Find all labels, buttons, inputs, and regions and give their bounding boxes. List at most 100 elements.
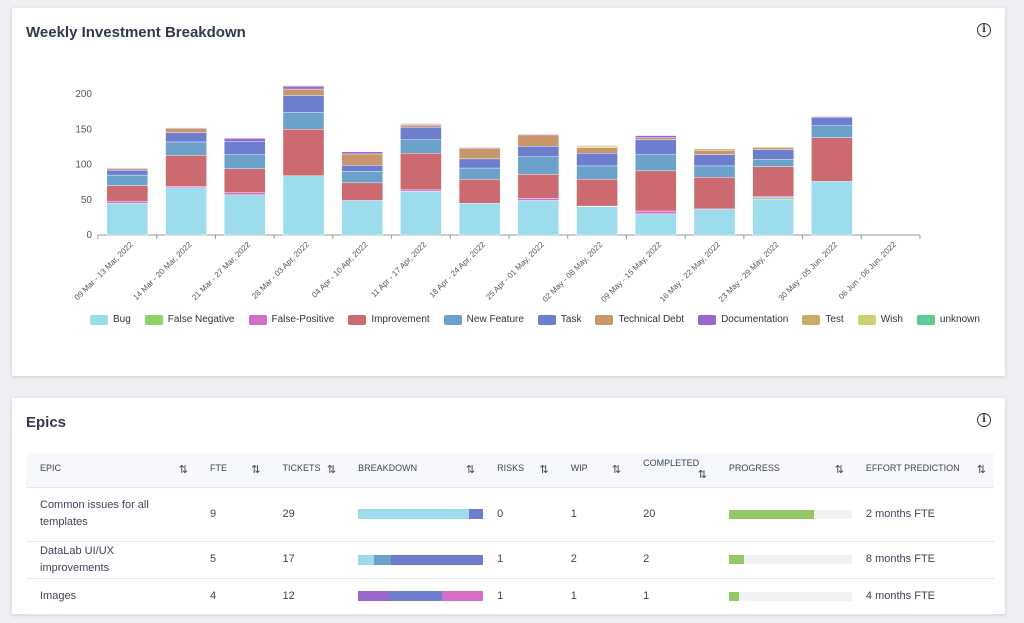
bar-segment-wish <box>576 145 618 148</box>
info-icon[interactable]: i <box>977 23 991 37</box>
bar-segment-documentation <box>106 167 149 169</box>
column-header[interactable]: FTE ⇅ <box>196 453 269 488</box>
bar-segment-bug <box>106 203 149 236</box>
column-header[interactable]: PROGRESS ⇅ <box>714 453 852 488</box>
bar-segment-task <box>165 132 207 143</box>
bar-segment-new-feature <box>341 171 383 184</box>
bar-segment-false-positive <box>517 198 560 201</box>
legend-item[interactable]: Technical Debt <box>595 314 684 325</box>
sort-icon[interactable]: ⇅ <box>251 464 261 477</box>
column-label: COMPLETED <box>643 458 700 469</box>
bar-segment-bug <box>224 194 266 236</box>
column-header[interactable]: WIP ⇅ <box>556 453 630 488</box>
table-row[interactable]: Common issues for all templates 9 29 0 1 20 2 … <box>26 487 994 542</box>
column-header[interactable]: EPIC ⇅ <box>26 453 196 488</box>
bar-segment-technical-debt <box>400 124 442 128</box>
column-label: WIP <box>570 463 588 474</box>
legend-item[interactable]: New Feature <box>443 314 524 325</box>
bar-segment-bug <box>400 191 442 236</box>
legend-swatch <box>916 314 935 325</box>
bar-segment-test <box>400 123 442 125</box>
y-tick-label: 0 <box>86 230 92 241</box>
column-header[interactable]: COMPLETED ⇅ <box>629 453 715 488</box>
legend-item[interactable]: Improvement <box>348 314 430 325</box>
bar-segment-technical-debt <box>576 147 618 154</box>
bar-segment-task <box>282 95 325 113</box>
legend-item[interactable]: Wish <box>857 314 903 325</box>
epics-panel: Epics i EPIC ⇅ FTE ⇅ TICKETS ⇅ BREAKDOWN ⇅ RISKS… <box>12 398 1005 615</box>
sort-icon[interactable]: ⇅ <box>326 464 337 477</box>
info-icon[interactable]: i <box>977 413 991 427</box>
bar-segment-task <box>106 169 149 176</box>
bar-segment-task <box>341 165 383 172</box>
bar-segment-improvement <box>635 170 677 212</box>
bar-segment-documentation <box>282 86 325 90</box>
column-header[interactable]: TICKETS ⇅ <box>268 453 345 488</box>
epic-name[interactable]: Images <box>26 578 196 615</box>
breakdown-bar <box>358 509 484 519</box>
bar-segment-technical-debt <box>341 153 383 166</box>
column-header[interactable]: EFFORT PREDICTION ⇅ <box>851 453 994 488</box>
bar-segment-bug <box>576 206 618 236</box>
bar-segment-new-feature <box>224 154 266 169</box>
progress-fill <box>728 591 739 601</box>
legend-swatch <box>595 314 614 325</box>
weekly-investment-panel: Weekly Investment Breakdown i 0 50 100 150 2… <box>12 8 1005 376</box>
bar-segment-improvement <box>165 155 207 187</box>
bar-segment-new-feature <box>576 165 618 180</box>
legend-item[interactable]: Bug <box>90 314 131 325</box>
bar-segment-new-feature <box>635 154 677 172</box>
sort-icon[interactable]: ⇅ <box>178 464 188 477</box>
progress-cell <box>714 487 852 542</box>
epic-name[interactable]: Common issues for all templates <box>26 487 196 542</box>
bar-segment-new-feature <box>106 174 149 186</box>
table-row[interactable]: DataLab UI/UX improvements 5 17 1 2 2 8 months… <box>26 541 994 579</box>
legend-swatch <box>443 314 462 325</box>
legend-item[interactable]: False-Positive <box>248 314 335 325</box>
bar-segment-technical-debt <box>635 137 677 141</box>
sort-icon[interactable]: ⇅ <box>539 464 549 477</box>
sort-icon[interactable]: ⇅ <box>976 464 986 477</box>
legend-item[interactable]: Test <box>802 314 844 325</box>
sort-icon[interactable]: ⇅ <box>465 464 476 477</box>
x-tick-label: 23 May - 29 May, 2022 <box>717 240 781 304</box>
epics-title: Epics <box>26 414 67 431</box>
y-tick-label: 50 <box>81 195 93 206</box>
risks-cell: 1 <box>483 541 557 579</box>
bar-segment-new-feature <box>517 156 560 175</box>
legend-item[interactable]: Documentation <box>698 314 788 325</box>
breakdown-bar <box>358 591 484 601</box>
bar-segment-bug <box>458 203 501 236</box>
column-label: EPIC <box>40 463 62 474</box>
bar-segment-false-positive <box>165 186 207 188</box>
sort-icon[interactable]: ⇅ <box>834 464 844 477</box>
legend-swatch <box>144 314 163 325</box>
bar-segment-improvement <box>341 182 383 201</box>
bar-segment-bug <box>752 198 794 236</box>
legend-item[interactable]: unknown <box>916 314 980 325</box>
breakdown-segment <box>358 509 470 519</box>
breakdown-segment <box>358 554 375 565</box>
bar-segment-documentation <box>635 135 677 138</box>
column-header[interactable]: RISKS ⇅ <box>483 453 557 488</box>
effort-cell: 2 months FTE <box>851 487 994 542</box>
sort-icon[interactable]: ⇅ <box>697 469 707 482</box>
breakdown-bar <box>358 554 484 565</box>
legend-item[interactable]: False Negative <box>144 314 235 325</box>
column-header[interactable]: BREAKDOWN ⇅ <box>344 453 484 488</box>
legend-label: Technical Debt <box>618 314 685 325</box>
bar-segment-improvement <box>576 179 618 207</box>
column-label: RISKS <box>497 463 525 474</box>
table-row[interactable]: Images 4 12 1 1 1 4 months FTE <box>26 578 994 615</box>
legend-item[interactable]: Task <box>537 314 581 325</box>
epic-name[interactable]: DataLab UI/UX improvements <box>26 541 196 579</box>
bar-segment-technical-debt <box>517 134 560 147</box>
x-tick-label: 30 May - 05 Jun, 2022 <box>777 240 840 303</box>
bar-segment-improvement <box>811 137 853 182</box>
sort-icon[interactable]: ⇅ <box>611 464 622 477</box>
bar-segment-technical-debt <box>458 148 501 160</box>
legend-swatch <box>802 314 821 325</box>
progress-bar <box>728 555 852 564</box>
legend-label: False-Positive <box>271 314 335 325</box>
